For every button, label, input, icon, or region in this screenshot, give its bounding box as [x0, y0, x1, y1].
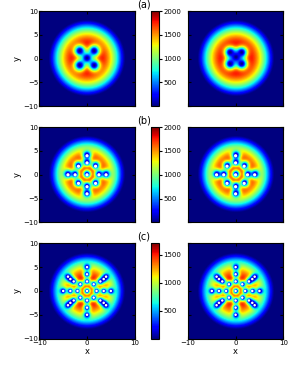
Circle shape	[215, 275, 218, 278]
Circle shape	[92, 296, 95, 299]
Circle shape	[69, 278, 72, 280]
Circle shape	[248, 280, 250, 283]
Circle shape	[110, 290, 112, 292]
Circle shape	[242, 164, 246, 168]
Circle shape	[79, 296, 82, 299]
Circle shape	[234, 161, 237, 164]
Circle shape	[234, 306, 237, 309]
Circle shape	[244, 290, 246, 292]
Circle shape	[99, 280, 102, 283]
Circle shape	[226, 164, 229, 168]
Circle shape	[228, 296, 230, 299]
Circle shape	[234, 273, 237, 276]
Circle shape	[86, 266, 88, 268]
Y-axis label: y: y	[13, 289, 22, 293]
Circle shape	[102, 302, 105, 304]
Circle shape	[79, 283, 82, 286]
Circle shape	[85, 161, 89, 164]
Circle shape	[73, 299, 75, 302]
Circle shape	[66, 173, 70, 176]
Circle shape	[253, 304, 256, 307]
Circle shape	[251, 278, 254, 280]
Circle shape	[94, 164, 97, 168]
Circle shape	[92, 283, 95, 286]
Circle shape	[69, 302, 72, 304]
Circle shape	[99, 299, 102, 302]
Circle shape	[94, 182, 97, 185]
Circle shape	[95, 290, 98, 292]
Circle shape	[253, 275, 256, 278]
Circle shape	[234, 192, 237, 195]
Circle shape	[234, 154, 237, 158]
Y-axis label: y: y	[13, 56, 22, 61]
Circle shape	[221, 280, 223, 283]
Circle shape	[67, 275, 69, 278]
Circle shape	[86, 273, 88, 276]
Circle shape	[105, 275, 107, 278]
Circle shape	[86, 290, 88, 292]
Circle shape	[221, 299, 223, 302]
Circle shape	[234, 173, 237, 176]
Circle shape	[234, 280, 237, 283]
Circle shape	[246, 173, 249, 176]
Circle shape	[234, 299, 237, 302]
Circle shape	[242, 182, 246, 185]
Circle shape	[67, 304, 69, 307]
Circle shape	[222, 173, 225, 176]
Circle shape	[77, 164, 80, 168]
Circle shape	[218, 302, 220, 304]
Circle shape	[218, 290, 220, 292]
Circle shape	[241, 283, 244, 286]
X-axis label: x: x	[85, 347, 89, 356]
Circle shape	[215, 173, 218, 176]
Circle shape	[97, 173, 101, 176]
Circle shape	[215, 304, 218, 307]
Circle shape	[226, 182, 229, 185]
Circle shape	[86, 299, 88, 302]
Circle shape	[105, 304, 107, 307]
Circle shape	[218, 278, 220, 280]
Circle shape	[234, 290, 237, 292]
Circle shape	[248, 299, 250, 302]
Circle shape	[85, 154, 89, 158]
Circle shape	[69, 290, 72, 292]
Circle shape	[241, 296, 244, 299]
Circle shape	[253, 173, 256, 176]
Circle shape	[85, 173, 89, 176]
Circle shape	[73, 280, 75, 283]
Circle shape	[228, 283, 230, 286]
Circle shape	[251, 290, 254, 292]
Circle shape	[225, 290, 227, 292]
Circle shape	[104, 173, 108, 176]
Circle shape	[86, 314, 88, 316]
Circle shape	[86, 306, 88, 309]
Circle shape	[258, 290, 261, 292]
Circle shape	[251, 302, 254, 304]
Circle shape	[76, 290, 79, 292]
Circle shape	[86, 280, 88, 283]
Circle shape	[234, 314, 237, 316]
Text: (c): (c)	[137, 232, 150, 242]
Circle shape	[85, 185, 89, 188]
Circle shape	[77, 182, 80, 185]
Circle shape	[62, 290, 65, 292]
Circle shape	[234, 185, 237, 188]
X-axis label: x: x	[233, 347, 238, 356]
Y-axis label: y: y	[13, 172, 22, 177]
Circle shape	[102, 278, 105, 280]
Text: (b): (b)	[137, 116, 151, 126]
Circle shape	[85, 192, 89, 195]
Circle shape	[234, 266, 237, 268]
Circle shape	[102, 290, 105, 292]
Circle shape	[210, 290, 213, 292]
Circle shape	[73, 173, 77, 176]
Text: (a): (a)	[137, 0, 150, 10]
